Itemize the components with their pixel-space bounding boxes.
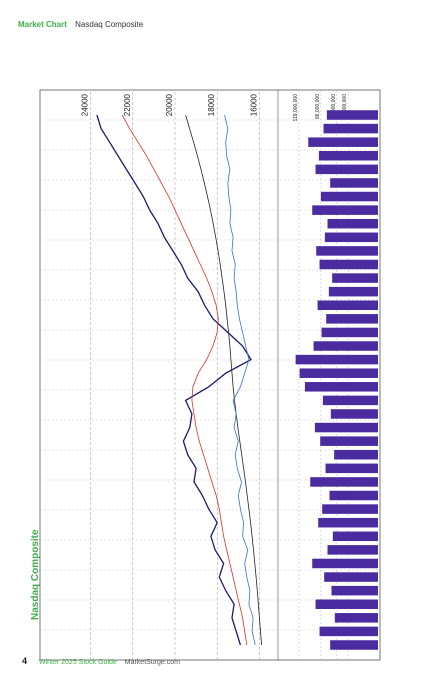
site-name: MarketSurge.com bbox=[124, 659, 180, 666]
volume-bar bbox=[304, 382, 378, 392]
volume-bar bbox=[322, 504, 379, 514]
volume-bar bbox=[299, 368, 378, 378]
y-tick-label: 24000 bbox=[81, 93, 90, 116]
y-tick-label: 20000 bbox=[165, 93, 174, 116]
volume-bar bbox=[332, 531, 379, 542]
volume-bar bbox=[318, 151, 378, 161]
volume-bar bbox=[315, 164, 378, 175]
volume-bar bbox=[321, 327, 378, 338]
y-tick-label: 45,000,000 bbox=[342, 94, 348, 119]
volume-bar bbox=[330, 409, 379, 419]
volume-bar bbox=[324, 232, 379, 243]
guide-name: Winter 2025 Stock Guide bbox=[38, 659, 117, 666]
volume-bar bbox=[334, 613, 379, 623]
y-tick-label: 86,000,000 bbox=[315, 94, 321, 119]
volume-bar bbox=[324, 572, 379, 582]
volume-bar bbox=[325, 463, 378, 474]
volume-bar bbox=[320, 436, 379, 446]
price-line bbox=[224, 114, 256, 646]
page-number: 4 bbox=[22, 656, 28, 666]
volume-bar bbox=[327, 218, 378, 229]
volume-bar bbox=[315, 599, 378, 609]
time-grid bbox=[40, 119, 380, 631]
volume-bar bbox=[319, 626, 378, 637]
header-title: Nasdaq Composite bbox=[75, 20, 144, 29]
volume-bar bbox=[323, 123, 378, 134]
volume-bar bbox=[332, 273, 378, 283]
volume-bar bbox=[331, 585, 378, 596]
volume-bar bbox=[320, 191, 378, 202]
volume-bar bbox=[329, 490, 378, 501]
volume-bar bbox=[327, 545, 378, 555]
volume-bar bbox=[310, 477, 378, 487]
volume-bar bbox=[319, 259, 378, 270]
section-label: Market Chart bbox=[18, 20, 67, 29]
volume-bar bbox=[312, 558, 378, 569]
volume-bar bbox=[322, 395, 379, 406]
volume-bar bbox=[316, 246, 379, 256]
volume-bar bbox=[330, 178, 378, 188]
side-title: Nasdaq Composite bbox=[30, 529, 41, 620]
volume-bar bbox=[313, 341, 379, 351]
y-tick-label: 22000 bbox=[123, 93, 132, 116]
volume-bar bbox=[326, 314, 378, 324]
header: Market Chart Nasdaq Composite bbox=[18, 20, 143, 29]
volume-bar bbox=[330, 640, 378, 650]
rotated-chart: 16000 18000 20000 22000 24000 45,000,000 62,00… bbox=[39, 89, 381, 661]
footer: 4 Winter 2025 Stock Guide MarketSurge.co… bbox=[22, 656, 180, 666]
price-line bbox=[185, 114, 262, 646]
y-tick-label: 16000 bbox=[249, 93, 258, 116]
volume-bar bbox=[314, 422, 378, 433]
price-line bbox=[96, 114, 252, 646]
y-tick-label: 62,000,000 bbox=[331, 94, 337, 119]
volume-bar bbox=[326, 110, 379, 120]
y-tick-label: 18000 bbox=[207, 93, 216, 116]
volume-bar bbox=[295, 354, 378, 365]
volume-bar bbox=[318, 517, 379, 528]
y-tick-label: 119,000,000 bbox=[293, 94, 299, 122]
chart-frame bbox=[39, 89, 381, 661]
volume-bar bbox=[317, 300, 378, 311]
volume-bar bbox=[334, 449, 378, 460]
volume-bar bbox=[312, 205, 378, 215]
price-line bbox=[121, 114, 248, 646]
volume-bar bbox=[328, 286, 379, 297]
volume-bar bbox=[308, 137, 378, 147]
